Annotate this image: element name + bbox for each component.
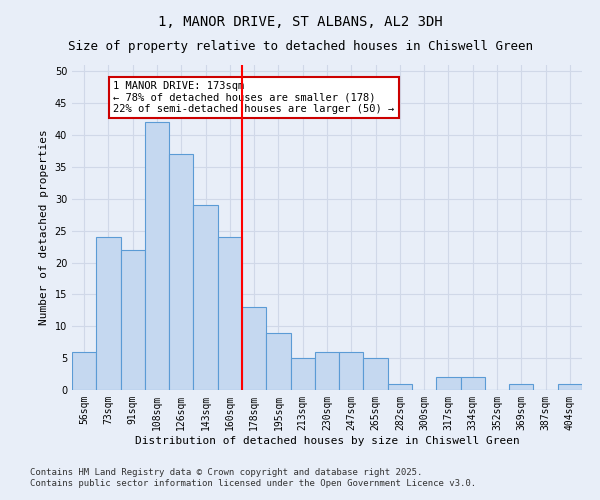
- Bar: [461, 378, 485, 390]
- Bar: [266, 332, 290, 390]
- Bar: [388, 384, 412, 390]
- Bar: [242, 307, 266, 390]
- Text: Size of property relative to detached houses in Chiswell Green: Size of property relative to detached ho…: [67, 40, 533, 53]
- Bar: [436, 378, 461, 390]
- Bar: [315, 352, 339, 390]
- Text: 1, MANOR DRIVE, ST ALBANS, AL2 3DH: 1, MANOR DRIVE, ST ALBANS, AL2 3DH: [158, 15, 442, 29]
- Bar: [121, 250, 145, 390]
- Bar: [558, 384, 582, 390]
- Bar: [169, 154, 193, 390]
- Text: Contains HM Land Registry data © Crown copyright and database right 2025.
Contai: Contains HM Land Registry data © Crown c…: [30, 468, 476, 487]
- Bar: [509, 384, 533, 390]
- Bar: [290, 358, 315, 390]
- Bar: [145, 122, 169, 390]
- Bar: [96, 237, 121, 390]
- Bar: [193, 205, 218, 390]
- Bar: [339, 352, 364, 390]
- Bar: [218, 237, 242, 390]
- Bar: [72, 352, 96, 390]
- Bar: [364, 358, 388, 390]
- Y-axis label: Number of detached properties: Number of detached properties: [39, 130, 49, 326]
- Text: 1 MANOR DRIVE: 173sqm
← 78% of detached houses are smaller (178)
22% of semi-det: 1 MANOR DRIVE: 173sqm ← 78% of detached …: [113, 81, 395, 114]
- X-axis label: Distribution of detached houses by size in Chiswell Green: Distribution of detached houses by size …: [134, 436, 520, 446]
